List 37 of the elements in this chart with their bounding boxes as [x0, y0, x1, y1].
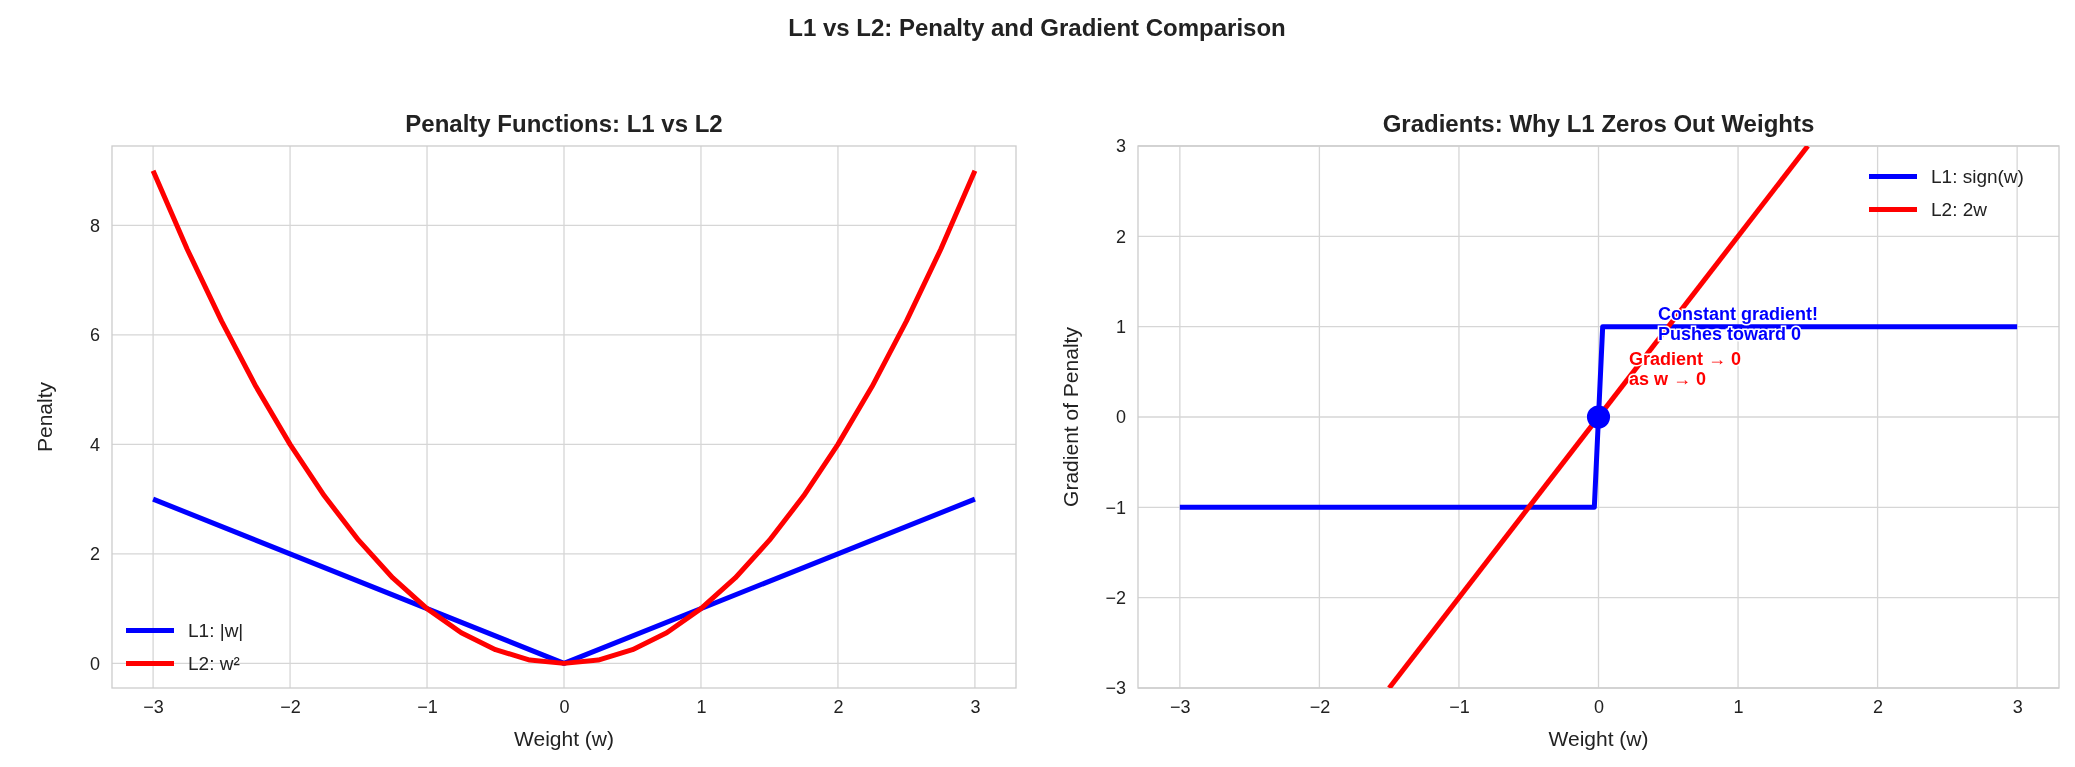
x-tick-label: 0	[559, 696, 570, 717]
y-tick-label: −3	[1105, 678, 1126, 699]
legend-label: L1: |w|	[188, 619, 244, 641]
x-tick-label: 2	[1873, 696, 1884, 717]
x-tick-label: 3	[2012, 696, 2023, 717]
legend-label: L1: sign(w)	[1931, 165, 2024, 187]
y-tick-label: 2	[89, 544, 100, 565]
y-tick-label: 4	[89, 434, 100, 455]
y-tick-label: −1	[1105, 497, 1126, 518]
legend-label: L2: w²	[188, 652, 240, 674]
x-tick-label: −1	[1449, 696, 1470, 717]
chart-title: Gradients: Why L1 Zeros Out Weights	[1382, 110, 1815, 137]
x-axis-title: Weight (w)	[1548, 727, 1649, 750]
x-tick-label: 0	[1593, 696, 1605, 717]
x-tick-label: 1	[1733, 696, 1744, 717]
x-tick-label: −2	[280, 696, 301, 717]
legend-label: L2: 2w	[1931, 198, 1988, 220]
text: L1 vs L2: Penalty and Gradient Comparison	[788, 14, 1286, 41]
x-tick-label: 3	[970, 696, 981, 717]
chart-title: Penalty Functions: L1 vs L2	[405, 110, 723, 137]
y-tick-label: 3	[1115, 136, 1126, 157]
x-tick-label: 2	[833, 696, 844, 717]
x-tick-label: 1	[696, 696, 707, 717]
x-tick-label: −3	[1170, 696, 1191, 717]
y-tick-label: −2	[1105, 587, 1126, 608]
y-tick-label: 0	[1115, 407, 1126, 428]
y-tick-label: 1	[1115, 316, 1126, 337]
y-tick-label: 2	[1115, 226, 1126, 247]
x-tick-label: −2	[1309, 696, 1331, 717]
y-axis-title: Penalty	[33, 381, 56, 453]
y-tick-label: 0	[89, 653, 100, 674]
y-tick-label: 8	[89, 215, 100, 236]
y-axis-title: Gradient of Penalty	[1059, 326, 1082, 507]
x-tick-label: −1	[417, 696, 438, 717]
y-tick-label: 6	[89, 325, 100, 346]
x-tick-label: −3	[143, 696, 164, 717]
x-axis-title: Weight (w)	[514, 727, 614, 750]
